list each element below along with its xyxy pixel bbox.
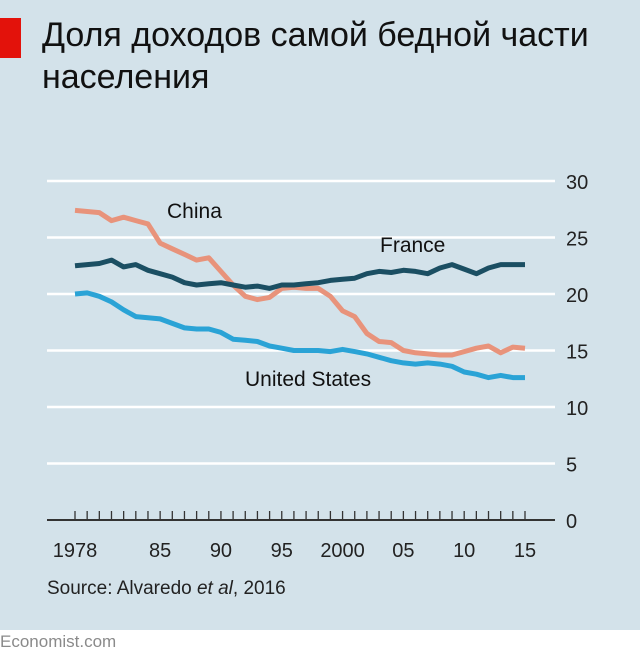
series-annotations: China France United States xyxy=(167,200,445,391)
chart-title: Доля доходов самой бедной части населени… xyxy=(42,16,589,96)
gridlines xyxy=(47,179,555,465)
y-tick-label: 0 xyxy=(566,511,577,533)
y-tick-label: 5 xyxy=(566,455,577,477)
series-lines xyxy=(74,207,526,381)
x-tick-label: 95 xyxy=(271,540,293,562)
x-tick-label: 2000 xyxy=(320,540,365,562)
x-tick-label: 05 xyxy=(392,540,414,562)
series-line-france xyxy=(74,257,525,291)
source-suffix: , 2016 xyxy=(232,578,286,599)
y-axis-labels: 0 5 10 15 20 25 30 xyxy=(566,172,588,533)
y-tick-label: 30 xyxy=(566,172,588,194)
footer-credit: Economist.com xyxy=(0,632,117,651)
source-italic: et al xyxy=(196,578,233,599)
x-tick-label: 90 xyxy=(210,540,232,562)
source-note: Source: Alvaredo et al, 2016 xyxy=(47,578,286,600)
x-axis: 1978 85 90 95 2000 05 10 15 xyxy=(47,511,555,562)
y-tick-label: 15 xyxy=(566,342,588,364)
brand-red-tab xyxy=(0,18,21,58)
x-tick-label: 10 xyxy=(453,540,475,562)
annotation-united-states: United States xyxy=(245,368,371,391)
annotation-china: China xyxy=(167,200,222,223)
annotation-france: France xyxy=(380,234,445,257)
series-line-united-states xyxy=(74,290,525,381)
y-tick-label: 10 xyxy=(566,398,588,420)
series-line-china xyxy=(74,207,526,358)
y-tick-label: 20 xyxy=(566,285,588,307)
y-tick-label: 25 xyxy=(566,229,588,251)
x-tick-label: 15 xyxy=(514,540,536,562)
chart-panel xyxy=(0,0,640,630)
x-tick-label: 1978 xyxy=(53,540,98,562)
source-prefix: Source: Alvaredo xyxy=(47,578,197,599)
x-tick-label: 85 xyxy=(149,540,171,562)
